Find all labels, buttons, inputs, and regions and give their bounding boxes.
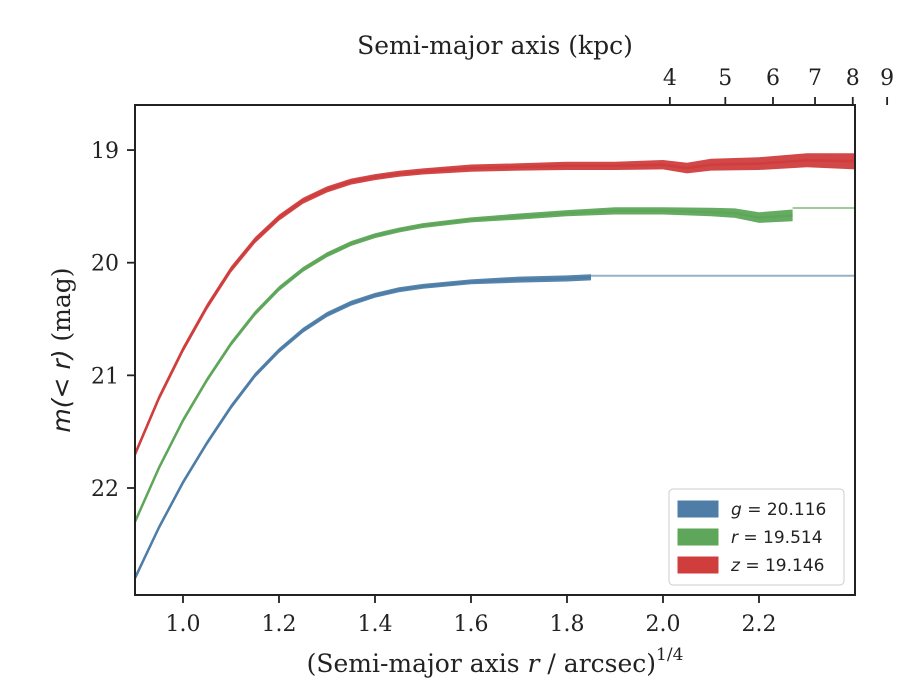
top-tick-label: 8: [846, 66, 860, 91]
x-tick-label: 2.0: [646, 612, 681, 637]
x-tick-label: 1.0: [166, 612, 201, 637]
bottom-x-axis: 1.0 1.2 1.4 1.6 1.8 2.0 2.2: [166, 595, 777, 637]
top-x-axis: 45678910: [663, 66, 894, 105]
y-tick-label: 20: [91, 252, 119, 277]
series-layer: [135, 153, 855, 581]
x-tick-label: 2.2: [742, 612, 777, 637]
top-axis-title: Semi-major axis (kpc): [357, 31, 633, 60]
top-tick-label: 5: [718, 66, 732, 91]
top-tick-label: 9: [880, 66, 894, 91]
legend-swatch-r: [677, 528, 719, 546]
y-tick-label: 19: [91, 139, 119, 164]
x-tick-label: 1.4: [358, 612, 393, 637]
y-axis-title: m(< r) (mag): [47, 267, 76, 432]
legend-swatch-g: [677, 500, 719, 518]
top-tick-label: 7: [808, 66, 822, 91]
curve-g: [135, 276, 592, 579]
top-tick-label: 4: [663, 66, 677, 91]
y-tick-label: 22: [91, 477, 119, 502]
legend: g = 20.116 r = 19.514 z = 19.146: [668, 488, 845, 586]
legend-label-r: r = 19.514: [731, 528, 823, 548]
x-tick-label: 1.6: [454, 612, 489, 637]
x-tick-label: 1.8: [550, 612, 585, 637]
x-tick-label: 1.2: [262, 612, 297, 637]
legend-label-z: z = 19.146: [730, 556, 824, 576]
legend-swatch-z: [677, 556, 719, 574]
curve-z: [135, 158, 855, 455]
y-tick-label: 21: [91, 364, 119, 389]
curve-r: [135, 209, 793, 523]
band-g: [135, 274, 591, 581]
band-z: [135, 153, 855, 458]
y-axis: 19 20 21 22: [91, 139, 135, 502]
x-axis-title: (Semi-major axis r / arcsec)1/4: [307, 645, 684, 678]
band-r: [135, 207, 793, 525]
top-tick-label: 6: [766, 66, 780, 91]
plot-frame: [134, 104, 856, 596]
legend-label-g: g = 20.116: [731, 500, 826, 520]
